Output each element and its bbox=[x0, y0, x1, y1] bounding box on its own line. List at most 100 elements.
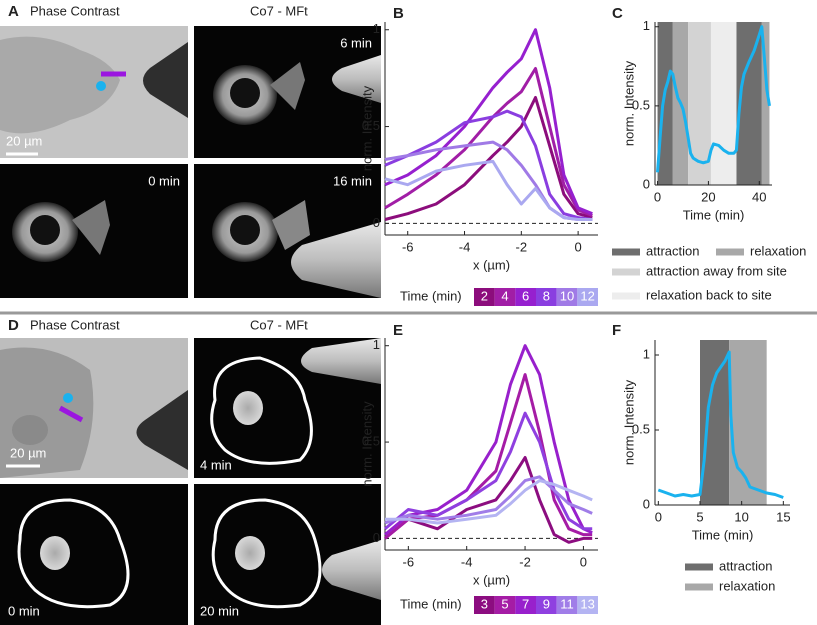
nucleus bbox=[40, 536, 70, 570]
cell-region bbox=[0, 347, 94, 478]
x-axis-label: x (µm) bbox=[473, 257, 510, 272]
legend-label: relaxation bbox=[750, 243, 806, 258]
image-panel-d bbox=[0, 338, 381, 625]
legend-label: 10 bbox=[560, 288, 574, 303]
panel-letter: C bbox=[612, 5, 623, 22]
nucleus bbox=[233, 391, 263, 425]
phase-band bbox=[700, 340, 730, 505]
legend-label: 11 bbox=[560, 596, 574, 611]
cell-region bbox=[0, 36, 120, 134]
y-tick-label: 0.5 bbox=[362, 434, 380, 449]
nucleus bbox=[30, 215, 60, 245]
pipette bbox=[143, 42, 188, 118]
legend-label: 2 bbox=[481, 288, 488, 303]
y-tick-label: 0 bbox=[373, 530, 380, 545]
legend-label: 8 bbox=[543, 288, 550, 303]
y-tick-label: 1 bbox=[373, 21, 380, 36]
legend-label: 3 bbox=[481, 596, 488, 611]
legend-swatch bbox=[515, 596, 536, 614]
x-axis-label: Time (min) bbox=[683, 207, 745, 222]
pipette bbox=[291, 222, 381, 298]
x-tick-label: 0 bbox=[575, 239, 582, 254]
site-marker bbox=[96, 81, 106, 91]
cell-protrusion bbox=[72, 200, 110, 255]
legend-swatch bbox=[494, 596, 516, 614]
y-tick-label: 1 bbox=[643, 18, 650, 33]
legend-label: 5 bbox=[501, 596, 508, 611]
cell-outline bbox=[210, 356, 313, 465]
pipette bbox=[301, 338, 381, 384]
panel-letter: D bbox=[8, 317, 19, 334]
nucleus bbox=[230, 78, 260, 108]
phase-band bbox=[729, 340, 767, 505]
phase-band bbox=[761, 22, 770, 185]
data-line bbox=[384, 373, 593, 540]
panel-letter: E bbox=[393, 322, 403, 339]
legend-label: 7 bbox=[522, 596, 529, 611]
legend-title: Time (min) bbox=[400, 596, 462, 611]
legend-swatch bbox=[474, 596, 495, 614]
x-axis-label: x (µm) bbox=[473, 572, 510, 587]
cell-region bbox=[12, 415, 48, 445]
x-tick-label: 0 bbox=[654, 189, 661, 204]
image-header: Phase Contrast bbox=[30, 317, 120, 332]
legend-swatch bbox=[536, 596, 557, 614]
time-label: 0 min bbox=[8, 603, 40, 618]
panel-letter: A bbox=[8, 3, 19, 20]
x-tick-label: -2 bbox=[519, 554, 531, 569]
nucleus bbox=[235, 536, 265, 570]
data-line bbox=[384, 456, 593, 544]
time-label: 0 min bbox=[148, 173, 180, 188]
phase-band bbox=[710, 22, 737, 185]
panel-letter: B bbox=[393, 5, 404, 22]
legend-swatch bbox=[515, 288, 536, 306]
x-tick-label: 0 bbox=[580, 554, 587, 569]
y-axis-label: norm. Intensity bbox=[621, 60, 636, 146]
legend-label: 12 bbox=[580, 288, 594, 303]
legend-title: Time (min) bbox=[400, 288, 462, 303]
legend-label: 9 bbox=[543, 596, 550, 611]
data-line bbox=[384, 411, 593, 531]
time-label: 4 min bbox=[200, 457, 232, 472]
nucleus bbox=[230, 215, 260, 245]
x-tick-label: 40 bbox=[752, 189, 766, 204]
scale-bar-label: 20 µm bbox=[10, 445, 46, 460]
site-marker bbox=[63, 393, 73, 403]
y-tick-label: 0 bbox=[373, 215, 380, 230]
cell-outline bbox=[211, 498, 322, 609]
y-tick-label: 0 bbox=[643, 496, 650, 511]
cell-protrusion bbox=[272, 200, 310, 250]
legend-label: 13 bbox=[580, 596, 594, 611]
x-tick-label: -4 bbox=[459, 239, 471, 254]
x-axis-label: Time (min) bbox=[692, 527, 754, 542]
image-header: Phase Contrast bbox=[30, 3, 120, 18]
panel-letter: F bbox=[612, 322, 621, 339]
y-tick-label: 0.5 bbox=[362, 118, 380, 133]
time-label: 16 min bbox=[333, 173, 372, 188]
profile-line bbox=[58, 405, 84, 423]
image-header: Co7 - MFt bbox=[250, 3, 308, 18]
legend-label: 6 bbox=[522, 288, 529, 303]
legend-swatch bbox=[474, 288, 495, 306]
image-panel-a bbox=[0, 26, 381, 298]
legend-label: relaxation back to site bbox=[646, 287, 772, 302]
data-line bbox=[384, 28, 593, 216]
y-axis-label: norm. Intensity bbox=[359, 85, 374, 171]
y-tick-label: 0.5 bbox=[632, 421, 650, 436]
data-line bbox=[384, 67, 593, 217]
x-tick-label: -2 bbox=[516, 239, 528, 254]
y-tick-label: 1 bbox=[373, 337, 380, 352]
legend-swatch bbox=[577, 288, 598, 306]
legend-label: attraction away from site bbox=[646, 263, 787, 278]
y-axis-label: norm. Intensity bbox=[359, 401, 374, 487]
legend-label: attraction bbox=[646, 243, 699, 258]
y-tick-label: 0.5 bbox=[632, 97, 650, 112]
cell-outline bbox=[17, 498, 130, 609]
data-line bbox=[656, 25, 771, 173]
legend-label: 4 bbox=[501, 288, 508, 303]
time-label: 6 min bbox=[340, 35, 372, 50]
cell-protrusion bbox=[270, 62, 305, 110]
legend-swatch bbox=[556, 288, 578, 306]
data-line bbox=[657, 350, 784, 499]
